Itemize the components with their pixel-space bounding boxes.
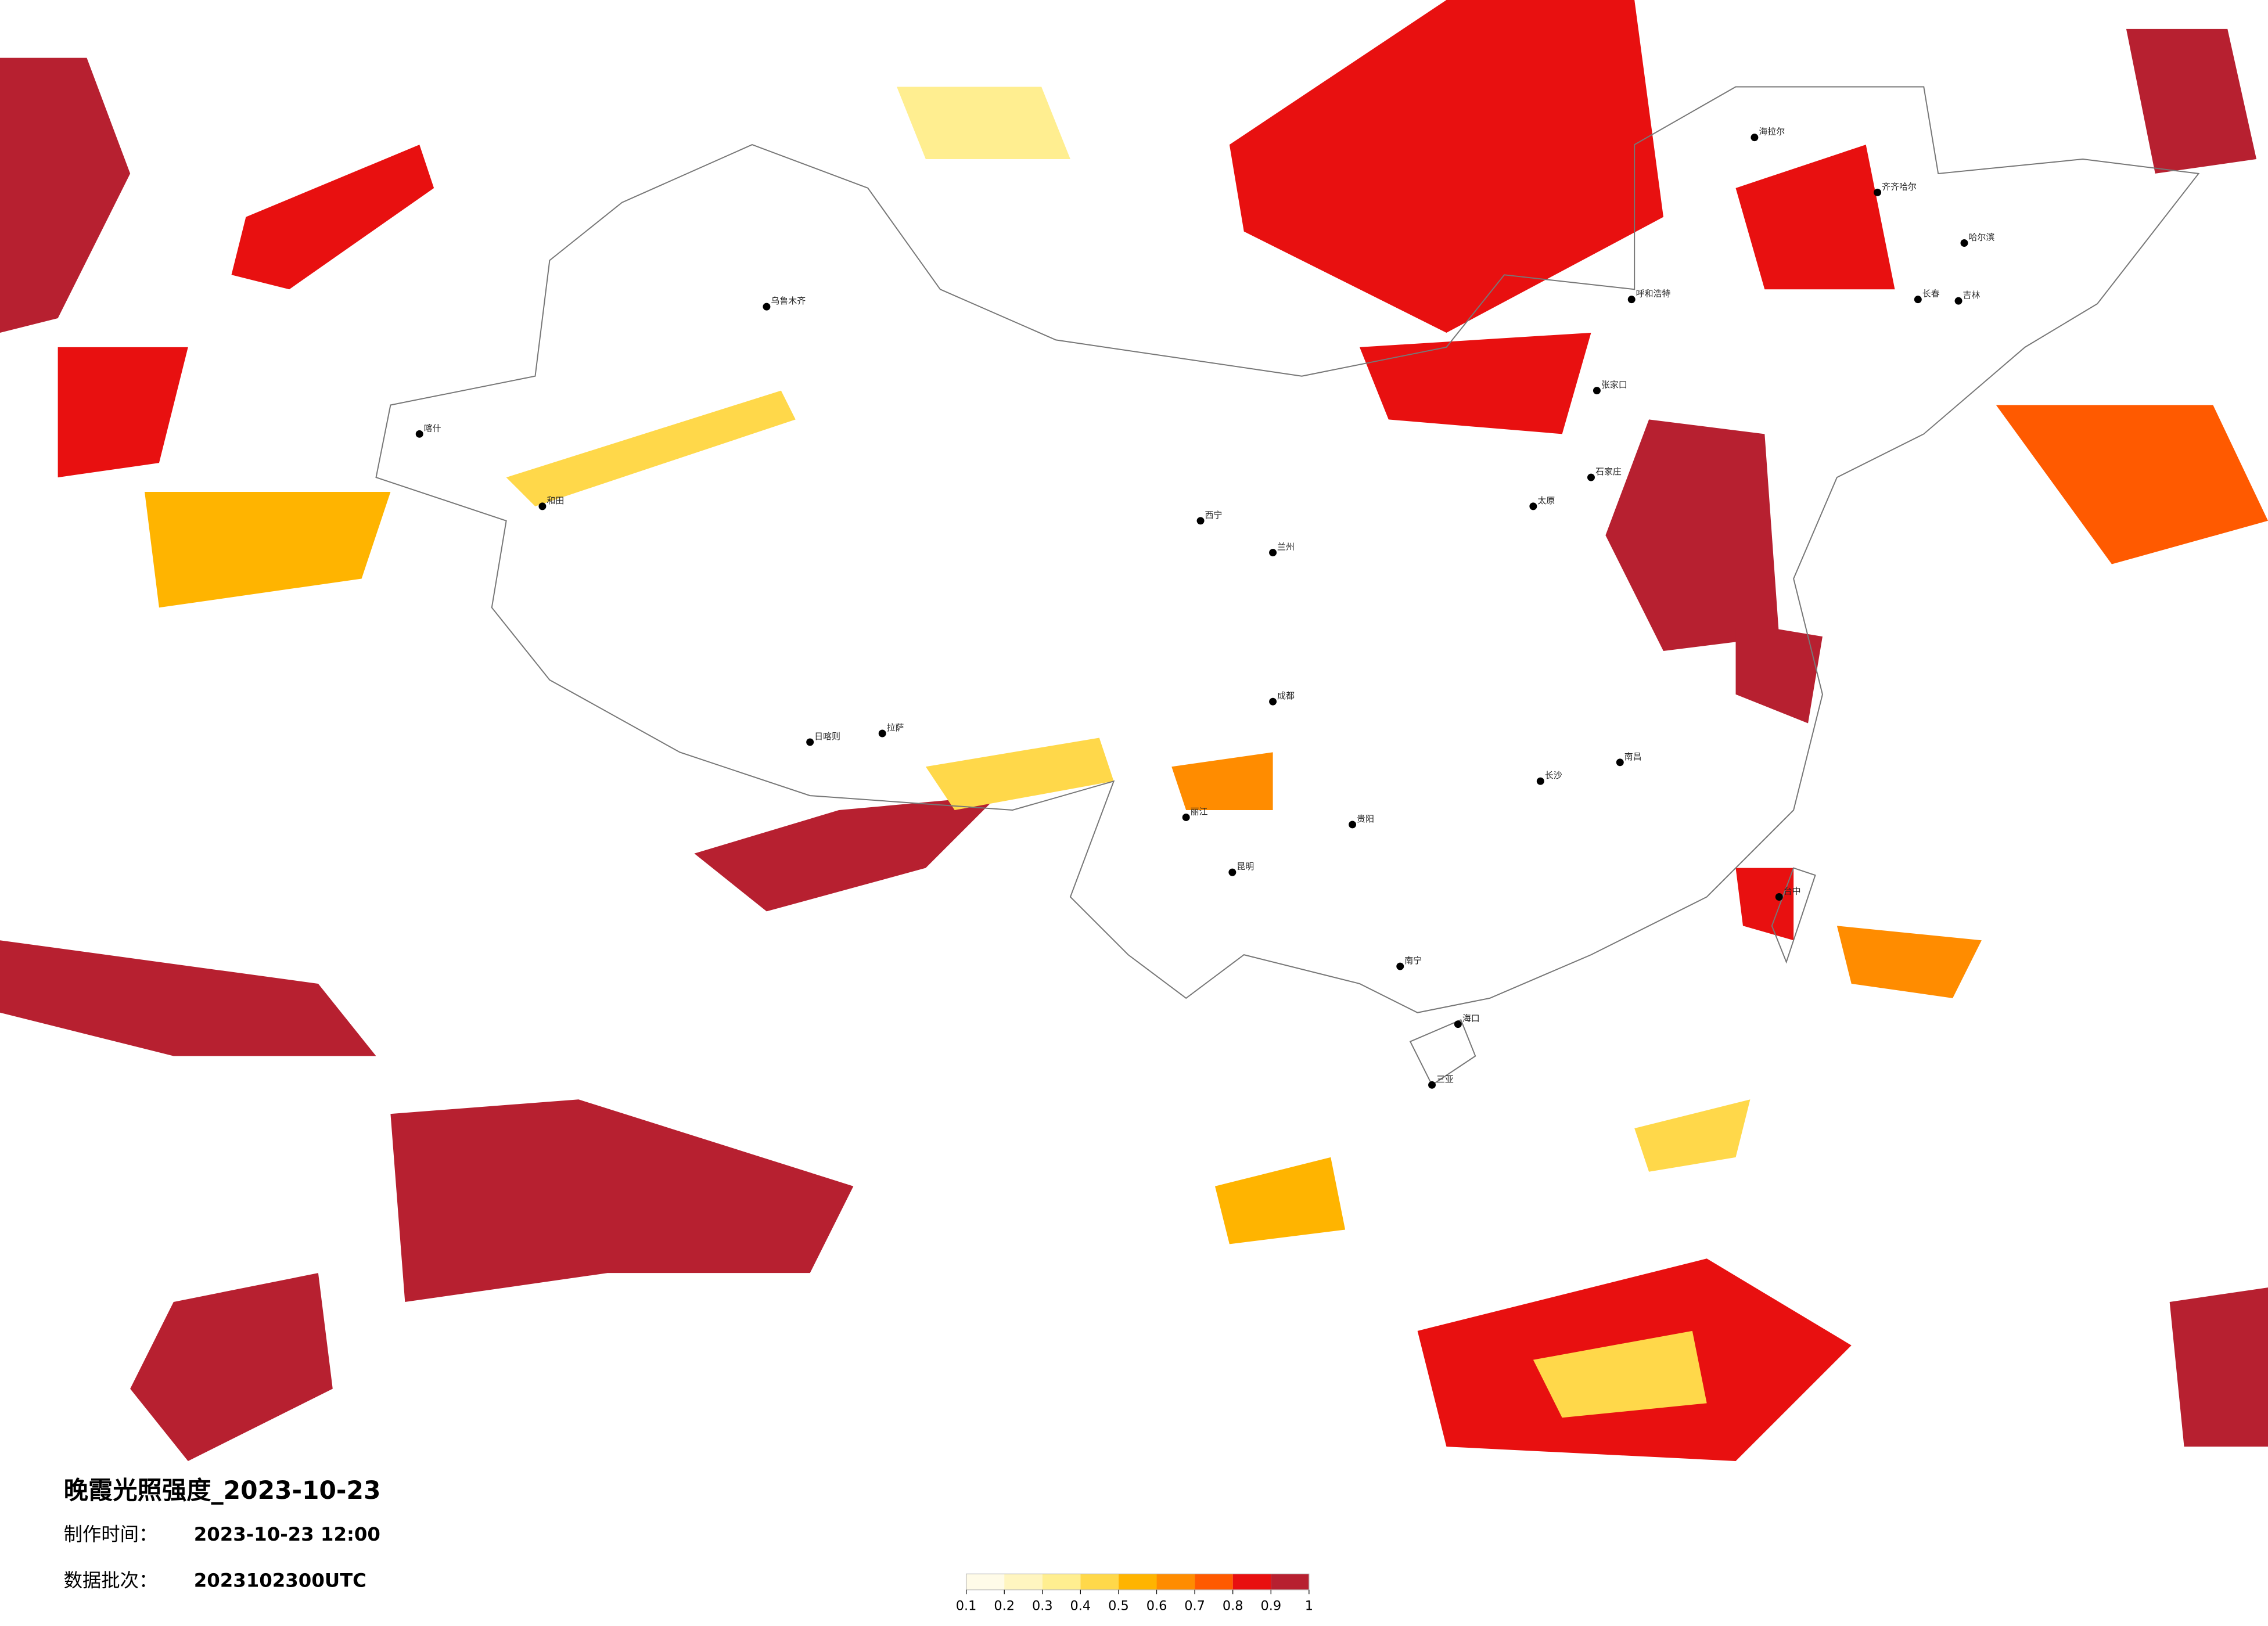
city-label: 西宁 [1205,510,1223,520]
city-label: 海口 [1462,1013,1480,1024]
legend: 0.1 0.2 0.3 0.4 0.5 0.6 0.7 0.8 0.9 1 [956,1573,1313,1614]
city-dot [1454,1020,1462,1028]
city-label: 贵阳 [1357,814,1374,824]
legend-swatch [966,1574,1005,1590]
city-dot [1627,296,1636,304]
city-dot [1182,813,1190,821]
city-label: 乌鲁木齐 [771,296,806,306]
legend-tick-label: 0.9 [1260,1599,1281,1614]
legend-swatch [1271,1574,1309,1590]
legend-tick-label: 0.4 [1070,1599,1091,1614]
legend-tick-label: 1 [1305,1599,1313,1614]
taiwan [1771,867,1816,964]
city-dot [1269,549,1277,557]
legend-tick-label: 0.6 [1146,1599,1167,1614]
city-label: 张家口 [1601,380,1627,390]
legend-frame [965,1573,1310,1591]
city-dot [1269,697,1277,706]
city-dot [538,502,547,510]
city-dot [1954,297,1963,305]
city-label: 成都 [1277,690,1295,701]
city-label: 太原 [1537,495,1555,506]
city-dot [1874,188,1882,196]
city-label: 日喀则 [814,731,840,742]
city-label: 兰州 [1277,542,1295,552]
city-dot [1428,1081,1436,1089]
city-dot [415,430,423,438]
city-dot [1536,777,1544,785]
city-label: 吉林 [1963,290,1981,300]
city-dot [763,303,771,311]
city-dot [1529,502,1537,510]
city-dot [878,729,886,738]
city-dot [1775,893,1783,901]
batch: 2023102300UTC [194,1570,366,1592]
city-label: 长春 [1922,289,1940,299]
made-label: 制作时间： [64,1523,158,1545]
legend-swatch [1042,1574,1081,1590]
city-dot [1349,821,1357,829]
city-label: 呼和浩特 [1636,289,1671,299]
city-label: 三亚 [1436,1074,1454,1084]
city-dot [1196,517,1205,525]
city-label: 长沙 [1545,770,1562,780]
city-dot [1228,868,1237,876]
city-label: 丽江 [1191,806,1208,816]
city-dot [1593,387,1601,395]
legend-swatch [1004,1574,1043,1590]
city-dot [806,738,814,746]
legend-swatch [1195,1574,1233,1590]
legend-swatch [1232,1574,1271,1590]
city-label: 哈尔滨 [1968,232,1994,243]
legend-swatch [1118,1574,1157,1590]
city-label: 南昌 [1624,751,1642,762]
city-label: 拉萨 [887,722,904,733]
city-label: 南宁 [1404,955,1422,966]
city-dot [1960,239,1968,247]
intensity-field [0,0,2268,1462]
made-time: 2023-10-23 12:00 [194,1523,380,1545]
city-label: 石家庄 [1595,466,1622,477]
city-label: 海拉尔 [1759,127,1785,137]
city-dot [1587,473,1595,481]
title: 晚霞光照强度_2023-10-23 [64,1476,381,1505]
legend-swatch [1156,1574,1195,1590]
city-label: 昆明 [1237,861,1254,872]
city-label: 和田 [547,495,564,506]
city-label: 喀什 [424,423,441,433]
legend-tick-label: 0.1 [956,1599,977,1614]
city-dot [1396,962,1404,970]
hainan [1409,1019,1476,1086]
country-outline [375,86,2200,1013]
legend-tick-label: 0.5 [1108,1599,1129,1614]
legend-swatch [1080,1574,1119,1590]
legend-tick-label: 0.3 [1032,1599,1053,1614]
city-dot [1751,134,1759,142]
city-label: 齐齐哈尔 [1882,181,1917,192]
legend-tick-label: 0.7 [1184,1599,1205,1614]
batch-label: 数据批次： [64,1570,158,1592]
city-dot [1914,296,1922,304]
info-box [49,1463,426,1609]
legend-tick-label: 0.8 [1223,1599,1243,1614]
city-label: 台中 [1784,886,1801,897]
legend-tick-label: 0.2 [994,1599,1015,1614]
city-dot [1616,758,1624,767]
